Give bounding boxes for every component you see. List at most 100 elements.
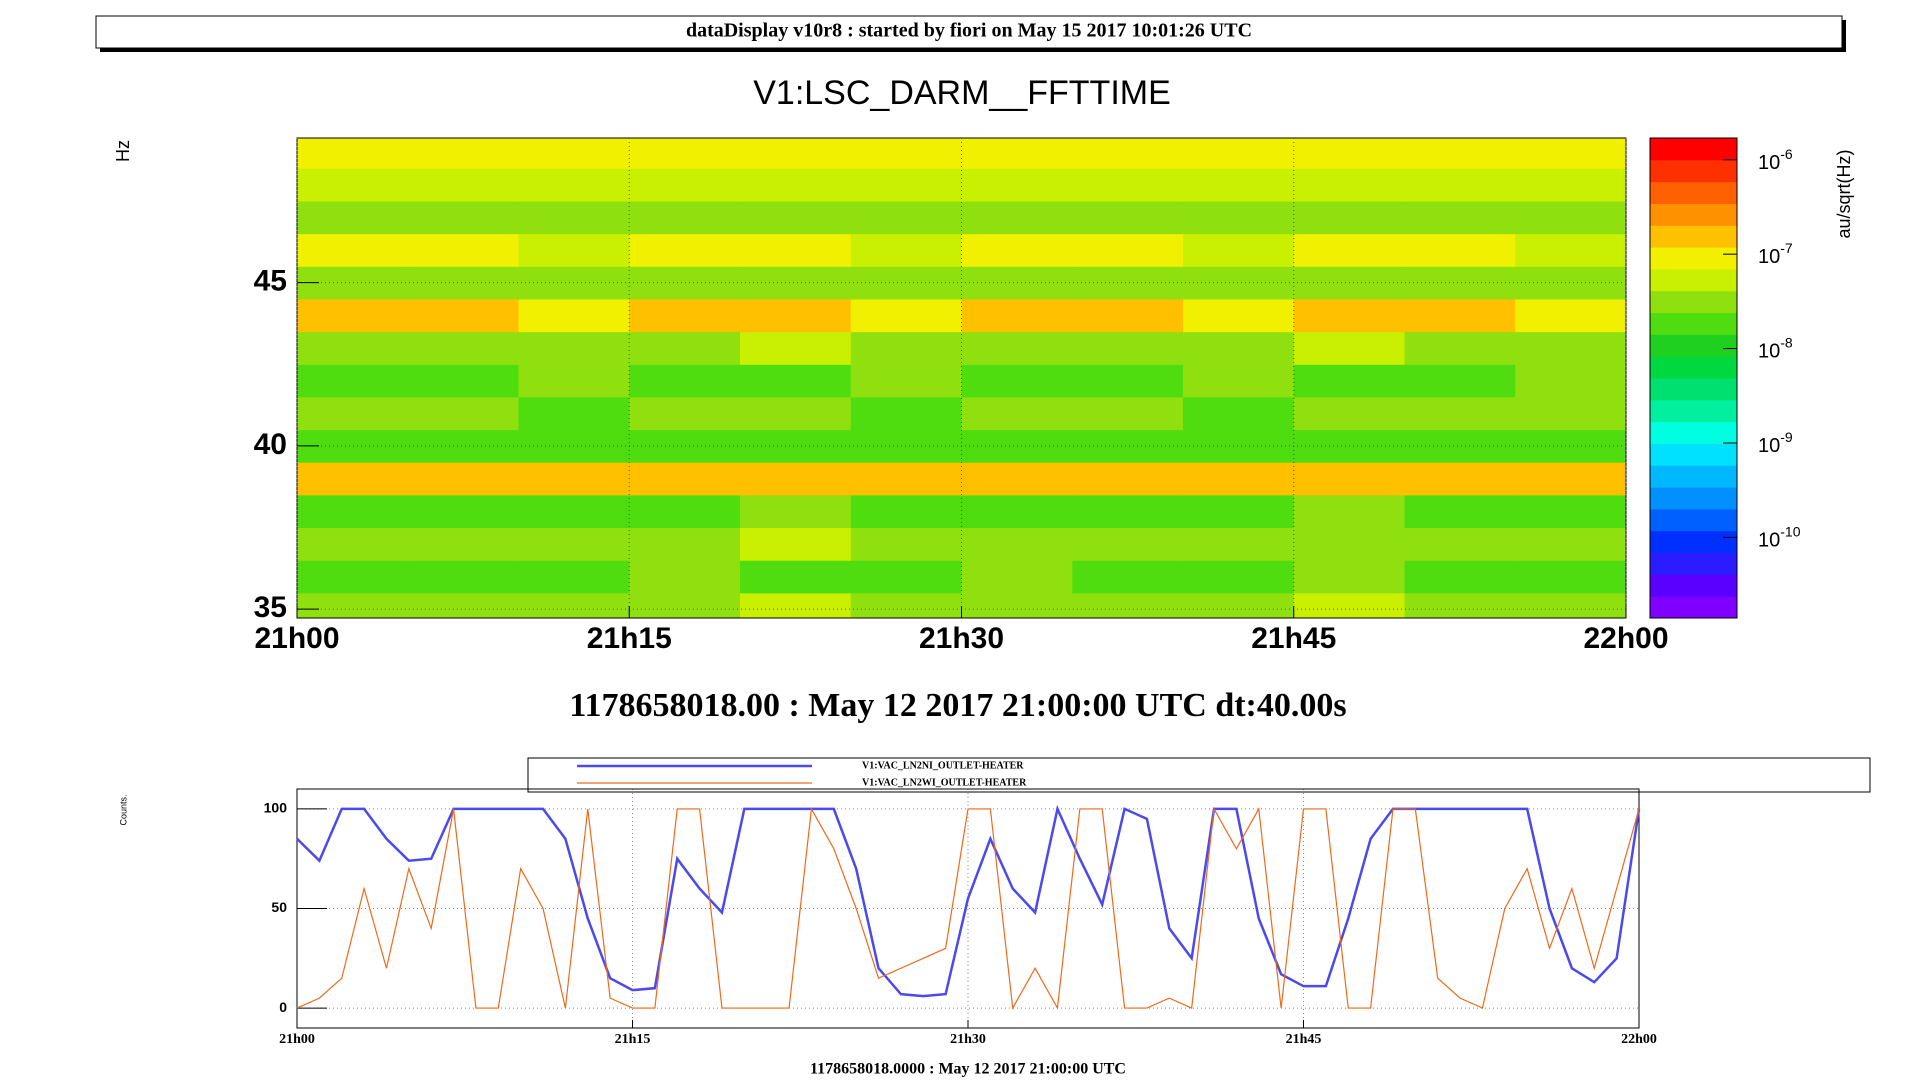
heatmap-cell <box>297 592 409 618</box>
heatmap-cell <box>297 364 409 398</box>
y-axis-title: Counts. <box>118 794 128 825</box>
colorbar-title: au/sqrt(Hz) <box>1834 149 1854 238</box>
heatmap-cell <box>1072 201 1184 235</box>
x-axis-title: 1178658018.00 : May 12 2017 21:00:00 UTC… <box>569 687 1346 724</box>
series-line <box>296 806 1640 1010</box>
heatmap-cell <box>1515 233 1626 267</box>
heatmap-cell <box>629 527 741 561</box>
heatmap-cell <box>1515 462 1626 496</box>
heatmap-cell <box>629 494 741 529</box>
heatmap-cell <box>1183 527 1295 561</box>
heatmap-cell <box>850 396 962 431</box>
x-tick-label: 22h00 <box>1621 1032 1657 1047</box>
y-tick-label: 40 <box>254 428 287 461</box>
header-title: dataDisplay v10r8 : started by fiori on … <box>686 20 1252 42</box>
heatmap-cell <box>961 331 1073 365</box>
heatmap-cell <box>407 233 519 267</box>
heatmap-cell <box>1072 168 1184 202</box>
colorbar-swatch <box>1650 421 1737 444</box>
heatmap-cell <box>850 233 962 267</box>
heatmap-cell <box>1404 138 1516 169</box>
heatmap-cell <box>1515 396 1626 431</box>
colorbar-swatch <box>1650 552 1737 575</box>
heatmap-cell <box>407 331 519 365</box>
y-tick-label: 0 <box>279 999 287 1015</box>
heatmap-cell <box>1404 168 1516 202</box>
chart-title: V1:LSC_DARM__FFTTIME <box>753 74 1171 112</box>
heatmap-cell <box>518 592 630 618</box>
heatmap-cell <box>850 298 962 333</box>
heatmap-cell <box>740 364 852 398</box>
x-tick-label: 21h15 <box>587 622 672 655</box>
x-tick-label: 21h00 <box>254 622 339 655</box>
heatmap-cell <box>961 592 1073 618</box>
heatmap-cell <box>1404 201 1516 235</box>
heatmap-cell <box>629 592 741 618</box>
heatmap-cell <box>1293 462 1405 496</box>
heatmap-cell <box>1293 331 1405 365</box>
heatmap-cell <box>407 138 519 169</box>
heatmap-cell <box>518 331 630 365</box>
heatmap-cell <box>297 138 409 169</box>
heatmap-cell <box>297 168 409 202</box>
heatmap-cell <box>1404 494 1516 529</box>
heatmap-cell <box>407 429 519 463</box>
heatmap-cell <box>407 168 519 202</box>
heatmap-cell <box>1404 560 1516 594</box>
heatmap-cell <box>740 331 852 365</box>
heatmap-cell <box>407 364 519 398</box>
heatmap-cell <box>518 168 630 202</box>
heatmap-cell <box>407 560 519 594</box>
heatmap-cell <box>297 527 409 561</box>
heatmap-cell <box>1183 396 1295 431</box>
colorbar-frame <box>1649 137 1738 619</box>
heatmap-cell <box>1183 233 1295 267</box>
heatmap-cell <box>629 560 741 594</box>
heatmap-cell <box>850 138 962 169</box>
heatmap-cell <box>518 201 630 235</box>
heatmap-cell <box>629 298 741 333</box>
heatmap-cell <box>297 331 409 365</box>
heatmap-cell <box>1293 138 1405 169</box>
heatmap-cell <box>1515 138 1626 169</box>
heatmap-cell <box>1183 494 1295 529</box>
plot-frame <box>296 788 1640 1029</box>
heatmap-cell <box>1072 592 1184 618</box>
x-tick-label: 21h45 <box>1251 622 1336 655</box>
heatmap-cell <box>407 527 519 561</box>
heatmap-cell <box>629 462 741 496</box>
colorbar-swatch <box>1650 225 1737 248</box>
heatmap-cell <box>961 168 1073 202</box>
heatmap-cell <box>1072 266 1184 300</box>
heatmap-cell <box>1072 138 1184 169</box>
colorbar-swatch <box>1650 312 1737 335</box>
heatmap-cell <box>1515 331 1626 365</box>
heatmap-cell <box>740 233 852 267</box>
heatmap-cell <box>407 462 519 496</box>
heatmap-cell <box>961 527 1073 561</box>
heatmap-cell <box>1293 560 1405 594</box>
x-axis-title: 1178658018.0000 : May 12 2017 21:00:00 U… <box>810 1061 1126 1078</box>
heatmap-cell <box>1515 560 1626 594</box>
heatmap-cell <box>1293 527 1405 561</box>
heatmap-cell <box>1515 298 1626 333</box>
colorbar-swatch <box>1650 268 1737 292</box>
heatmap-cell <box>1183 138 1295 169</box>
heatmap-cell <box>629 233 741 267</box>
heatmap-cell <box>1404 298 1516 333</box>
heatmap-cell <box>1293 364 1405 398</box>
heatmap-cell <box>1072 462 1184 496</box>
heatmap-cell <box>850 364 962 398</box>
heatmap-cell <box>518 364 630 398</box>
heatmap-cell <box>1293 168 1405 202</box>
colorbar-swatch <box>1650 181 1737 204</box>
heatmap-cell <box>961 298 1073 333</box>
heatmap-cell <box>407 266 519 300</box>
heatmap-cell <box>1183 298 1295 333</box>
heatmap-cell <box>518 396 630 431</box>
heatmap-cell <box>407 592 519 618</box>
colorbar-swatch <box>1650 203 1737 226</box>
heatmap-cell <box>518 138 630 169</box>
